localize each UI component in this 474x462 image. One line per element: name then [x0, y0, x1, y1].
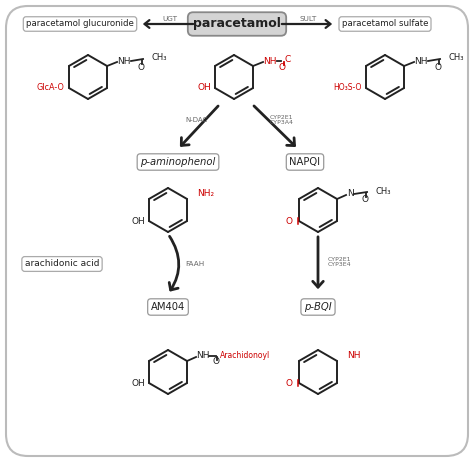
Text: OH: OH	[131, 217, 145, 225]
Text: NH: NH	[196, 352, 210, 360]
Text: O: O	[362, 195, 369, 205]
Text: N-DAC: N-DAC	[186, 117, 208, 123]
Text: O: O	[212, 358, 219, 366]
Text: N: N	[346, 189, 354, 199]
Text: Arachidonoyl: Arachidonoyl	[220, 351, 270, 359]
Text: OH: OH	[197, 84, 211, 92]
Text: NH: NH	[263, 56, 277, 66]
FancyBboxPatch shape	[6, 6, 468, 456]
Text: O: O	[286, 217, 293, 225]
Text: O: O	[286, 378, 293, 388]
Text: OH: OH	[131, 378, 145, 388]
Text: NH₂: NH₂	[197, 189, 214, 199]
Text: HO₃S-O: HO₃S-O	[334, 84, 362, 92]
Text: NH: NH	[414, 56, 428, 66]
Text: NH: NH	[117, 56, 131, 66]
Text: O: O	[279, 62, 285, 72]
Text: FAAH: FAAH	[185, 261, 204, 267]
Text: CH₃: CH₃	[151, 54, 166, 62]
Text: AM404: AM404	[151, 302, 185, 312]
Text: O: O	[137, 62, 145, 72]
Text: CYP2E1
CYP3E4: CYP2E1 CYP3E4	[328, 256, 352, 267]
Text: CH₃: CH₃	[375, 187, 391, 195]
Text: NH: NH	[347, 352, 361, 360]
Text: O: O	[435, 62, 442, 72]
Text: paracetamol: paracetamol	[193, 18, 281, 30]
Text: CYP2E1
CYP3A4: CYP2E1 CYP3A4	[270, 115, 294, 125]
Text: p-BQI: p-BQI	[304, 302, 332, 312]
Text: paracetamol glucuronide: paracetamol glucuronide	[26, 19, 134, 29]
Text: GlcA-O: GlcA-O	[36, 84, 64, 92]
Text: UGT: UGT	[163, 16, 177, 22]
Text: C: C	[284, 55, 290, 65]
Text: NAPQI: NAPQI	[290, 157, 320, 167]
Text: p-aminophenol: p-aminophenol	[140, 157, 216, 167]
Text: SULT: SULT	[300, 16, 317, 22]
Text: paracetamol sulfate: paracetamol sulfate	[342, 19, 428, 29]
Text: arachidonic acid: arachidonic acid	[25, 260, 99, 268]
Text: CH₃: CH₃	[448, 54, 464, 62]
